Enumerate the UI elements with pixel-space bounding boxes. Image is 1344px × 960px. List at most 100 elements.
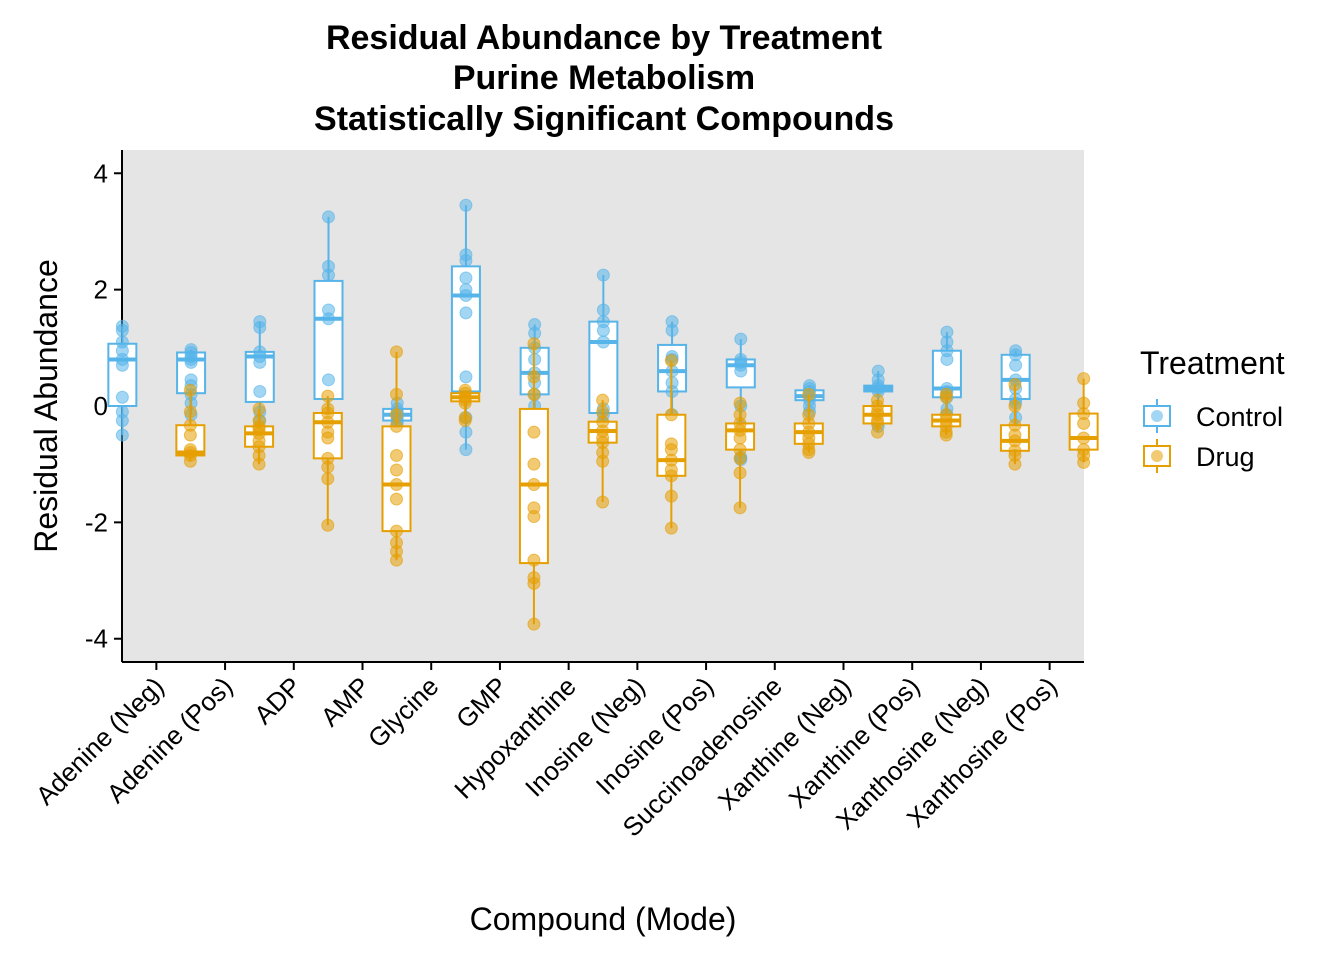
data-point: [183, 428, 197, 442]
data-point: [527, 553, 541, 567]
data-point: [252, 457, 266, 471]
data-point: [596, 303, 610, 317]
x-tick-label: GMP: [450, 671, 513, 734]
data-point: [322, 312, 335, 326]
y-axis-title: Residual Abundance: [28, 259, 64, 553]
data-point: [596, 454, 610, 468]
data-point: [390, 345, 403, 359]
data-point: [1077, 431, 1091, 445]
data-point: [183, 383, 197, 397]
data-point: [390, 478, 403, 492]
data-point: [733, 431, 747, 445]
data-point: [940, 352, 954, 366]
data-point: [459, 288, 473, 302]
data-point: [1077, 416, 1091, 430]
data-point: [664, 521, 678, 535]
data-point: [252, 402, 266, 416]
box-drug: [656, 354, 687, 535]
box-series: [107, 198, 1099, 631]
legend-label-drug: Drug: [1196, 442, 1255, 472]
data-point: [459, 443, 473, 457]
data-point: [321, 518, 335, 532]
data-point: [253, 355, 267, 369]
y-tick-label: 4: [94, 158, 108, 188]
data-point: [115, 358, 129, 372]
data-point: [115, 323, 129, 337]
data-point: [527, 387, 541, 401]
chart-title-line-1: Residual Abundance by Treatment: [326, 19, 882, 57]
x-tick-label: Inosine (Neg): [519, 671, 651, 803]
x-axis-title: Compound (Mode): [470, 901, 737, 937]
data-point: [459, 254, 473, 268]
box-drug: [175, 383, 206, 468]
data-point: [1077, 455, 1091, 469]
box-drug: [862, 393, 893, 439]
data-point: [322, 268, 335, 282]
data-point: [115, 390, 129, 404]
data-point: [390, 463, 403, 477]
data-point: [733, 501, 747, 515]
data-point: [183, 454, 197, 468]
box-drug: [725, 396, 756, 515]
data-point: [253, 320, 267, 334]
data-point: [527, 510, 541, 524]
box-drug: [587, 393, 618, 509]
x-tick-label: Glycine: [362, 671, 445, 754]
data-point: [459, 306, 473, 320]
data-point: [390, 408, 403, 422]
data-point: [527, 457, 541, 471]
box-drug: [793, 387, 824, 460]
data-point: [527, 425, 541, 439]
data-point: [459, 425, 473, 439]
box-control: [450, 198, 481, 457]
box-drug: [931, 387, 962, 442]
x-tick-label: ADP: [248, 671, 307, 730]
data-point: [459, 370, 473, 384]
box-drug: [450, 383, 481, 428]
legend-key-control: [1143, 399, 1171, 433]
data-point: [390, 387, 403, 401]
data-point: [939, 428, 953, 442]
data-point: [733, 396, 747, 410]
data-point: [664, 489, 678, 503]
series-drug: [175, 337, 1099, 631]
box-drug: [1068, 372, 1099, 469]
legend-title: Treatment: [1140, 345, 1285, 381]
data-point: [734, 332, 748, 346]
data-point: [390, 524, 403, 538]
data-point: [802, 387, 816, 401]
legend: Treatment Control Drug: [1140, 345, 1285, 473]
data-point: [322, 373, 335, 387]
y-tick-label: -4: [85, 624, 108, 654]
data-point: [939, 390, 953, 404]
chart-title-line-2: Purine Metabolism: [453, 59, 755, 97]
box-drug: [999, 377, 1030, 471]
legend-label-control: Control: [1196, 402, 1283, 432]
data-point: [390, 492, 403, 506]
legend-key-point: [1151, 410, 1163, 422]
data-point: [664, 408, 678, 422]
data-point: [871, 425, 884, 439]
data-point: [734, 364, 748, 378]
legend-key-drug: [1143, 439, 1171, 473]
data-point: [322, 210, 335, 224]
data-point: [596, 393, 610, 407]
data-point: [390, 419, 403, 433]
data-point: [596, 268, 610, 282]
data-point: [183, 405, 197, 419]
data-point: [115, 414, 129, 428]
x-tick-label: AMP: [315, 671, 376, 732]
box-drug: [244, 402, 275, 471]
legend-key-point: [1151, 450, 1163, 462]
data-point: [1008, 457, 1022, 471]
data-point: [1009, 358, 1023, 372]
data-point: [527, 617, 541, 631]
y-tick-label: 0: [94, 391, 108, 421]
data-point: [1008, 377, 1022, 391]
y-axis: -4 -2 0 2 4: [85, 150, 123, 662]
box-drug: [312, 389, 343, 532]
data-point: [390, 448, 403, 462]
box-drug: [518, 337, 549, 631]
